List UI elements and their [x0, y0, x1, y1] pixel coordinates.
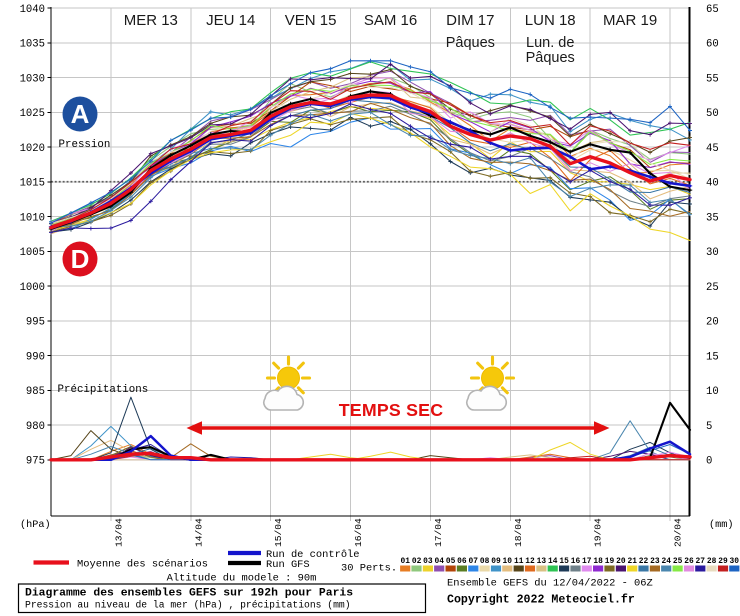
svg-text:16: 16 — [571, 557, 581, 566]
svg-text:02: 02 — [412, 557, 422, 566]
svg-text:16/04: 16/04 — [353, 518, 364, 547]
svg-text:07: 07 — [469, 557, 479, 566]
svg-text:19/04: 19/04 — [593, 518, 604, 547]
svg-text:DIM 17: DIM 17 — [446, 12, 494, 29]
svg-text:30: 30 — [706, 247, 719, 259]
svg-text:Précipitations: Précipitations — [58, 384, 149, 396]
svg-text:19: 19 — [605, 557, 615, 566]
svg-text:14: 14 — [548, 557, 558, 566]
svg-text:15/04: 15/04 — [273, 518, 284, 547]
svg-text:990: 990 — [26, 351, 45, 363]
svg-text:5: 5 — [706, 421, 712, 433]
svg-text:17/04: 17/04 — [433, 518, 444, 547]
svg-text:26: 26 — [684, 557, 694, 566]
svg-text:12: 12 — [525, 557, 535, 566]
svg-text:1020: 1020 — [20, 143, 45, 155]
svg-text:03: 03 — [423, 557, 433, 566]
svg-text:11: 11 — [514, 557, 524, 566]
svg-text:Moyenne des scénarios: Moyenne des scénarios — [77, 559, 208, 571]
svg-text:13/04: 13/04 — [113, 518, 124, 547]
svg-text:(hPa): (hPa) — [20, 519, 51, 531]
svg-text:JEU 14: JEU 14 — [206, 12, 255, 29]
svg-text:Pression: Pression — [59, 139, 111, 151]
svg-text:24: 24 — [661, 557, 671, 566]
svg-text:SAM 16: SAM 16 — [364, 12, 417, 29]
svg-text:975: 975 — [26, 456, 45, 468]
svg-text:40: 40 — [706, 178, 719, 190]
svg-text:Copyright 2022 Meteociel.fr: Copyright 2022 Meteociel.fr — [447, 594, 635, 607]
svg-text:MER 13: MER 13 — [124, 12, 178, 29]
svg-text:21: 21 — [627, 557, 637, 566]
svg-text:35: 35 — [706, 212, 719, 224]
svg-text:A: A — [71, 99, 90, 129]
svg-text:30: 30 — [730, 557, 740, 566]
svg-text:65: 65 — [706, 4, 719, 16]
svg-text:29: 29 — [718, 557, 728, 566]
svg-text:1000: 1000 — [20, 282, 45, 294]
svg-text:(mm): (mm) — [709, 519, 733, 531]
svg-text:TEMPS SEC: TEMPS SEC — [339, 400, 444, 420]
svg-text:LUN 18: LUN 18 — [525, 12, 576, 29]
svg-text:08: 08 — [480, 557, 490, 566]
svg-text:1035: 1035 — [20, 39, 45, 51]
svg-text:05: 05 — [446, 557, 456, 566]
svg-text:15: 15 — [559, 557, 569, 566]
svg-text:0: 0 — [706, 456, 712, 468]
svg-text:Pression au niveau de la mer (: Pression au niveau de la mer (hPa) , pré… — [25, 600, 351, 611]
svg-text:985: 985 — [26, 386, 45, 398]
svg-text:1025: 1025 — [20, 108, 45, 120]
svg-text:30 Perts.: 30 Perts. — [341, 563, 397, 575]
svg-text:VEN 15: VEN 15 — [285, 12, 337, 29]
svg-text:1030: 1030 — [20, 73, 45, 85]
svg-text:1040: 1040 — [20, 4, 45, 16]
svg-text:45: 45 — [706, 143, 719, 155]
svg-text:18: 18 — [593, 557, 603, 566]
svg-text:23: 23 — [650, 557, 660, 566]
svg-text:Diagramme des ensembles GEFS s: Diagramme des ensembles GEFS sur 192h po… — [25, 588, 353, 600]
svg-text:13: 13 — [537, 557, 547, 566]
svg-text:1005: 1005 — [20, 247, 45, 259]
svg-text:20: 20 — [616, 557, 626, 566]
svg-text:18/04: 18/04 — [513, 518, 524, 547]
svg-text:995: 995 — [26, 317, 45, 329]
svg-text:55: 55 — [706, 73, 719, 85]
svg-text:D: D — [71, 244, 90, 274]
svg-text:Ensemble GEFS du 12/04/2022 -: Ensemble GEFS du 12/04/2022 - 06Z — [447, 578, 653, 590]
svg-text:60: 60 — [706, 39, 719, 51]
svg-text:1010: 1010 — [20, 212, 45, 224]
svg-text:Altitude du modele : 90m: Altitude du modele : 90m — [167, 573, 317, 585]
svg-text:Run de contrôle: Run de contrôle — [266, 549, 360, 561]
svg-text:MAR 19: MAR 19 — [603, 12, 657, 29]
svg-text:10: 10 — [706, 386, 719, 398]
svg-text:15: 15 — [706, 351, 719, 363]
svg-text:20/04: 20/04 — [673, 518, 684, 547]
svg-text:22: 22 — [639, 557, 649, 566]
svg-text:1015: 1015 — [20, 178, 45, 190]
svg-text:Pâques: Pâques — [446, 35, 495, 51]
svg-text:01: 01 — [400, 557, 410, 566]
svg-text:27: 27 — [696, 557, 706, 566]
svg-text:50: 50 — [706, 108, 719, 120]
svg-text:28: 28 — [707, 557, 717, 566]
svg-text:06: 06 — [457, 557, 467, 566]
svg-text:25: 25 — [673, 557, 683, 566]
svg-text:Run GFS: Run GFS — [266, 559, 310, 571]
svg-text:10: 10 — [503, 557, 513, 566]
svg-text:980: 980 — [26, 421, 45, 433]
svg-text:25: 25 — [706, 282, 719, 294]
svg-text:20: 20 — [706, 317, 719, 329]
svg-text:17: 17 — [582, 557, 592, 566]
svg-text:Lun. de: Lun. de — [526, 35, 574, 51]
svg-text:09: 09 — [491, 557, 501, 566]
svg-text:14/04: 14/04 — [193, 518, 204, 547]
svg-text:Pâques: Pâques — [526, 50, 575, 66]
svg-text:04: 04 — [434, 557, 444, 566]
